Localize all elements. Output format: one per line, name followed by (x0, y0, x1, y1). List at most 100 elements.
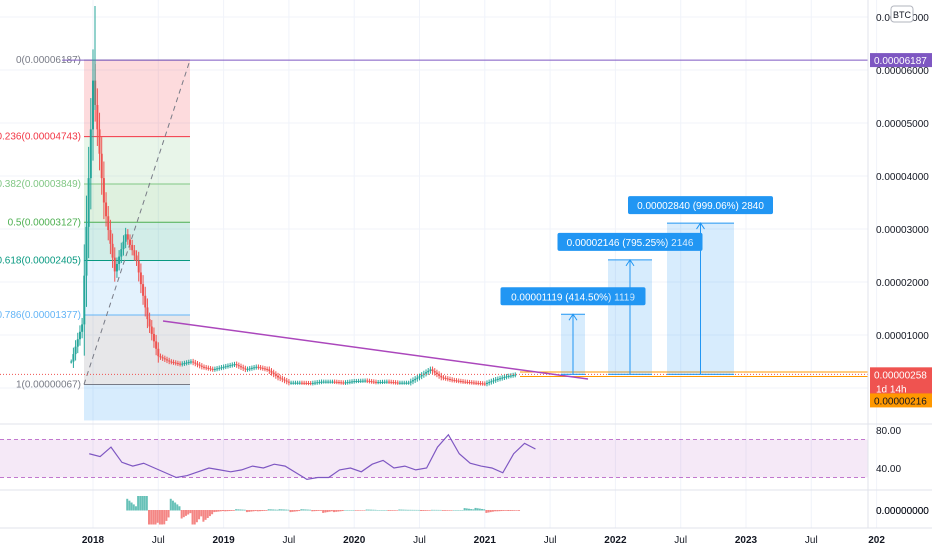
macd-histogram-bar (296, 510, 299, 512)
candle-body (394, 382, 397, 384)
macd-histogram-bar (145, 496, 148, 511)
candle-body (118, 256, 121, 264)
candle-body (166, 359, 169, 361)
macd-histogram-bar (274, 509, 277, 511)
fib-level-label: 1(0.00000067) (16, 379, 81, 390)
macd-histogram-bar (324, 510, 327, 513)
candle-body (446, 378, 449, 380)
candle-body (192, 361, 195, 363)
macd-histogram-bar (298, 510, 301, 512)
candle-body (185, 362, 188, 364)
candle-body (85, 226, 88, 276)
macd-histogram-bar (224, 510, 227, 512)
candle-body (231, 364, 234, 366)
arrow-head-icon (568, 313, 578, 321)
macd-histogram-bar (496, 510, 499, 512)
macd-histogram-bar (200, 510, 203, 517)
candle-body (379, 381, 382, 383)
macd-histogram-bar (126, 498, 129, 511)
macd-histogram-bar (326, 510, 329, 513)
arrow-head-icon (625, 258, 635, 267)
macd-histogram-bar (161, 510, 164, 525)
candle-body (296, 382, 299, 384)
macd-histogram-bar (169, 498, 172, 511)
rsi-axis-label: 80.00 (876, 426, 901, 437)
macd-histogram-bar (243, 509, 246, 511)
candle-body (209, 368, 212, 370)
macd-histogram-bar (372, 509, 375, 511)
candle-body (429, 369, 432, 371)
candle-body (324, 381, 327, 383)
macd-histogram-bar (498, 510, 501, 512)
macd-histogram-bar (130, 502, 133, 511)
candle-body (129, 239, 132, 245)
rsi-pane: 80.00 40.00 (0, 426, 901, 481)
trend-line[interactable] (162, 320, 589, 380)
candle-body (131, 244, 134, 251)
long-position-projections[interactable]: 0.00001119 (414.50%) 1119 0.00002146 (795… (500, 196, 774, 375)
candle-body (314, 382, 317, 384)
macd-histogram-bar (422, 510, 425, 511)
macd-pane: 0.00000000 (126, 496, 929, 525)
macd-histogram-bar (158, 510, 161, 525)
macd-histogram-bar (478, 508, 481, 511)
candle-body (316, 382, 319, 384)
candle-body (377, 382, 380, 384)
candle-body (459, 381, 462, 383)
candle-body (285, 380, 288, 382)
macd-histogram-bar (374, 509, 377, 511)
macd-histogram-bar (222, 510, 225, 512)
macd-histogram-bar (265, 510, 268, 511)
candle-body (514, 374, 517, 376)
candle-body (283, 379, 286, 381)
candle-body (181, 363, 184, 365)
macd-histogram-bar (400, 509, 403, 511)
candle-body (261, 367, 264, 369)
candle-body (290, 382, 293, 384)
price-tag-last-background (870, 367, 932, 398)
candle-body (396, 382, 399, 384)
macd-histogram-bar (467, 508, 470, 511)
macd-histogram-bar (491, 510, 494, 512)
candle-body (105, 202, 108, 217)
macd-histogram-bar (463, 508, 466, 511)
macd-histogram-bar (206, 510, 209, 518)
candle-body (342, 382, 345, 384)
candle-body (218, 367, 221, 369)
macd-histogram-bar (198, 510, 201, 520)
currency-badge[interactable]: BTC (890, 5, 914, 23)
macd-histogram-bar (239, 509, 242, 511)
time-axis-label: 2020 (343, 535, 366, 546)
macd-histogram-bar (319, 510, 322, 511)
candle-body (496, 378, 499, 380)
macd-histogram-bar (328, 510, 331, 512)
macd-histogram-bar (339, 510, 342, 512)
macd-histogram-bar (237, 509, 240, 511)
macd-histogram-bar (241, 509, 244, 511)
macd-histogram-bar (363, 510, 366, 511)
macd-histogram-bar (352, 510, 355, 511)
candle-body (237, 365, 240, 367)
candle-body (337, 382, 340, 384)
macd-histogram-bar (330, 510, 333, 512)
descending-trendline[interactable] (162, 320, 589, 380)
macd-histogram-bar (507, 510, 510, 511)
macd-histogram-bar (433, 509, 436, 511)
macd-histogram-bar (404, 509, 407, 511)
macd-histogram-bar (143, 496, 146, 511)
candle-body (152, 333, 155, 342)
macd-histogram-bar (409, 509, 412, 511)
candle-body (340, 382, 343, 384)
macd-histogram-bar (426, 510, 429, 511)
fib-level-label: 0.786(0.00001377) (0, 310, 81, 321)
macd-histogram-bar (156, 510, 159, 523)
macd-histogram-bar (211, 510, 214, 515)
macd-histogram-bar (189, 510, 192, 514)
candle-body (405, 382, 408, 384)
macd-histogram-bar (202, 510, 205, 522)
macd-histogram-bar (228, 510, 231, 512)
macd-histogram-bar (359, 510, 362, 511)
grid (0, 0, 878, 528)
macd-histogram-bar (483, 509, 486, 511)
